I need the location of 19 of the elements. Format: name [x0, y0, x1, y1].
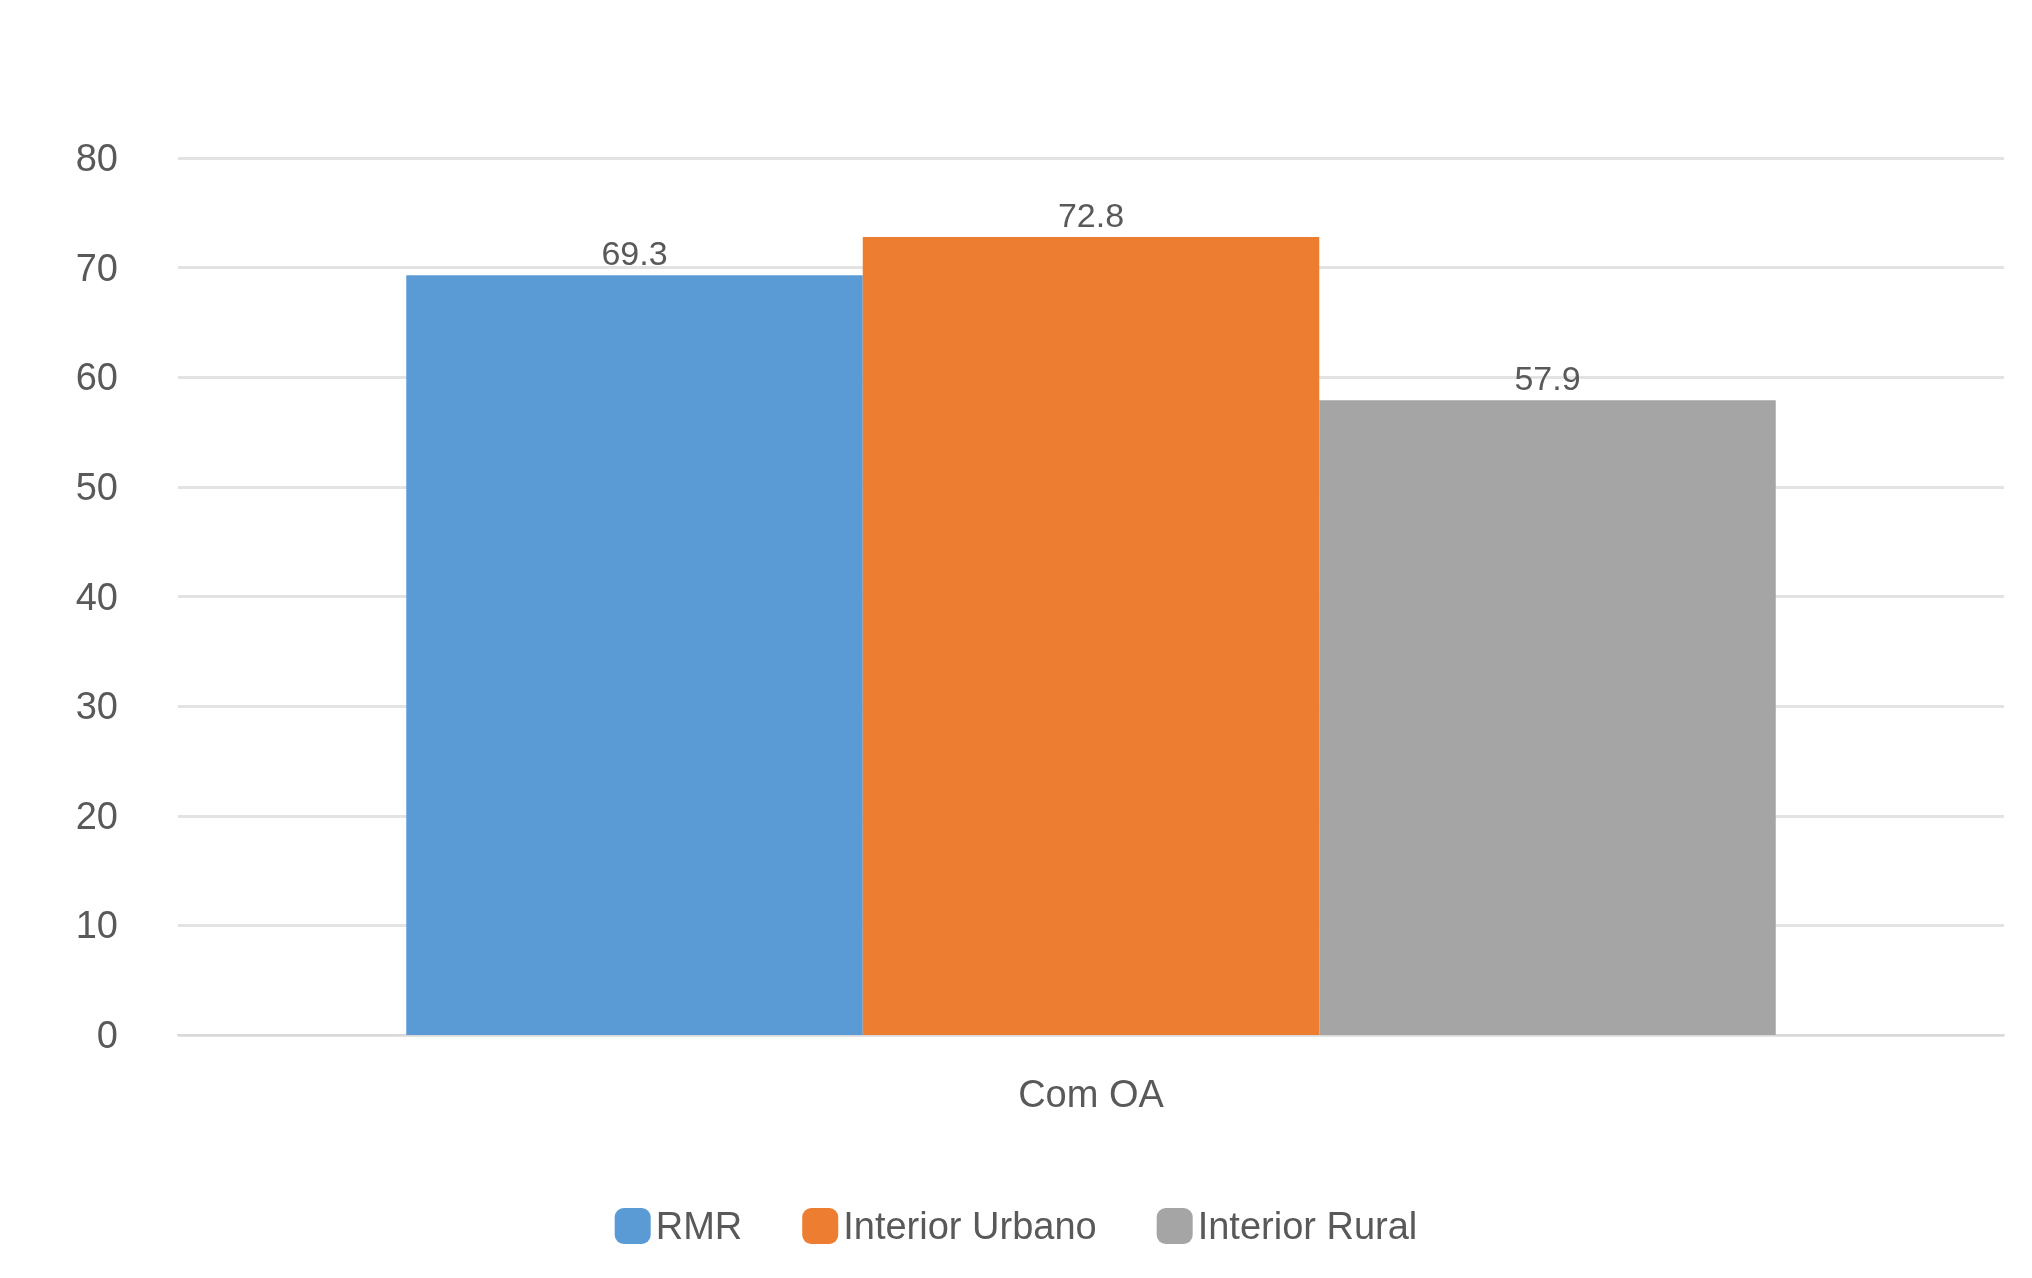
y-tick-label: 20: [75, 794, 118, 837]
data-label: 57.9: [1514, 359, 1581, 398]
y-tick-label: 0: [96, 1014, 118, 1056]
bar: [406, 275, 863, 1035]
y-tick-label: 60: [75, 356, 118, 399]
y-tick-label: 50: [75, 465, 118, 508]
legend-label: Interior Rural: [1197, 1205, 1418, 1247]
data-label: 69.3: [601, 234, 668, 273]
y-tick-label: 30: [75, 685, 118, 728]
legend-label: Interior Urbano: [843, 1205, 1097, 1247]
bar: [1319, 400, 1776, 1035]
y-tick-label: 40: [75, 575, 118, 618]
y-tick-label: 10: [75, 904, 118, 947]
y-tick-label: 70: [75, 246, 118, 289]
x-tick-label: Com OA: [1018, 1073, 1165, 1115]
y-tick-label: 80: [75, 137, 118, 179]
legend-label: RMR: [655, 1205, 743, 1247]
data-label: 72.8: [1057, 195, 1125, 234]
bar: [862, 236, 1320, 1035]
